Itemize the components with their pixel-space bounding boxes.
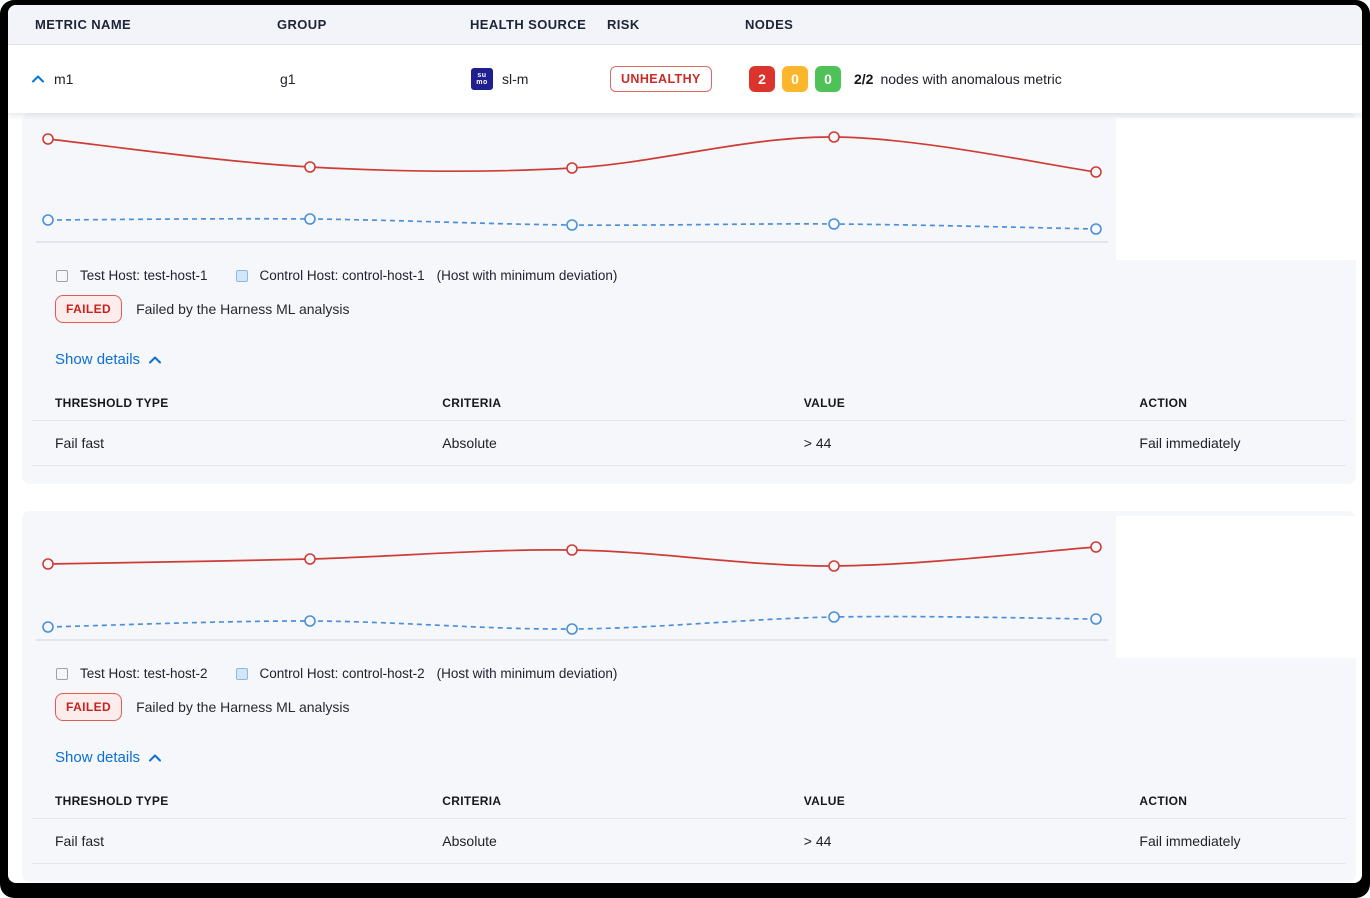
cell-criteria: Absolute bbox=[442, 435, 497, 451]
error-nodes-badge: 2 bbox=[749, 66, 775, 92]
show-details-toggle[interactable]: Show details bbox=[22, 323, 162, 368]
metric-group: g1 bbox=[280, 71, 296, 87]
collapse-chevron-icon[interactable] bbox=[31, 72, 45, 86]
verification-panel: METRIC NAME GROUP HEALTH SOURCE RISK NOD… bbox=[8, 5, 1362, 883]
col-value: VALUE bbox=[803, 794, 846, 808]
col-value: VALUE bbox=[803, 396, 846, 410]
col-action: ACTION bbox=[1139, 794, 1188, 808]
metric-name: m1 bbox=[54, 71, 74, 87]
failed-status-message: Failed by the Harness ML analysis bbox=[136, 301, 350, 317]
control-host-legend-label: Control Host: control-host-2 bbox=[259, 666, 425, 681]
test-host-checkbox[interactable] bbox=[56, 667, 68, 680]
control-host-checkbox[interactable] bbox=[235, 667, 248, 680]
column-nodes: NODES bbox=[745, 17, 794, 32]
chart-legend: Test Host: test-host-1 Control Host: con… bbox=[22, 260, 1356, 283]
column-metric-name: METRIC NAME bbox=[35, 17, 132, 32]
host-comparison-chart-2[interactable] bbox=[28, 516, 1116, 658]
host-comparison-chart-1[interactable] bbox=[28, 118, 1116, 260]
col-criteria: CRITERIA bbox=[442, 794, 502, 808]
threshold-table-header: THRESHOLD TYPE CRITERIA VALUE ACTION bbox=[32, 388, 1346, 421]
metrics-table-header: METRIC NAME GROUP HEALTH SOURCE RISK NOD… bbox=[8, 5, 1362, 45]
col-threshold-type: THRESHOLD TYPE bbox=[55, 794, 169, 808]
failed-status-badge: FAILED bbox=[55, 295, 123, 323]
analysis-result-row: FAILED Failed by the Harness ML analysis bbox=[22, 681, 1356, 721]
show-details-toggle[interactable]: Show details bbox=[22, 721, 162, 766]
analysis-result-row: FAILED Failed by the Harness ML analysis bbox=[22, 283, 1356, 323]
test-host-legend-label: Test Host: test-host-2 bbox=[80, 666, 208, 681]
column-risk: RISK bbox=[607, 17, 640, 32]
column-group: GROUP bbox=[277, 17, 327, 32]
test-host-legend-label: Test Host: test-host-1 bbox=[80, 268, 208, 283]
healthy-nodes-badge: 0 bbox=[815, 66, 841, 92]
table-row: Fail fast Absolute > 44 Fail immediately bbox=[32, 819, 1346, 864]
col-criteria: CRITERIA bbox=[442, 396, 502, 410]
control-host-checkbox[interactable] bbox=[235, 269, 248, 282]
table-row: Fail fast Absolute > 44 Fail immediately bbox=[32, 421, 1346, 466]
chart-row bbox=[22, 516, 1356, 658]
nodes-ratio: 2/2 bbox=[854, 71, 874, 87]
threshold-details-table: THRESHOLD TYPE CRITERIA VALUE ACTION Fai… bbox=[32, 786, 1346, 864]
cell-value: > 44 bbox=[803, 435, 832, 451]
col-threshold-type: THRESHOLD TYPE bbox=[55, 396, 169, 410]
failed-status-badge: FAILED bbox=[55, 693, 123, 721]
minimum-deviation-note: (Host with minimum deviation) bbox=[436, 666, 618, 681]
host-analysis-card-2: Test Host: test-host-2 Control Host: con… bbox=[22, 511, 1356, 882]
chart-row bbox=[22, 118, 1356, 260]
cell-value: > 44 bbox=[803, 833, 832, 849]
cell-threshold-type: Fail fast bbox=[55, 833, 105, 849]
column-health-source: HEALTH SOURCE bbox=[470, 17, 587, 32]
metric-row[interactable]: m1 g1 su mo sl-m UNHEALTHY 2 0 0 2/2 nod… bbox=[8, 45, 1362, 113]
threshold-details-table: THRESHOLD TYPE CRITERIA VALUE ACTION Fai… bbox=[32, 388, 1346, 466]
chevron-up-icon bbox=[149, 754, 162, 761]
failed-status-message: Failed by the Harness ML analysis bbox=[136, 699, 350, 715]
col-action: ACTION bbox=[1139, 396, 1188, 410]
test-host-checkbox[interactable] bbox=[56, 269, 68, 282]
warning-nodes-badge: 0 bbox=[782, 66, 808, 92]
chart-side-panel bbox=[1116, 516, 1356, 658]
risk-badge: UNHEALTHY bbox=[610, 66, 712, 92]
health-source-name: sl-m bbox=[502, 71, 529, 87]
cell-criteria: Absolute bbox=[442, 833, 497, 849]
threshold-table-header: THRESHOLD TYPE CRITERIA VALUE ACTION bbox=[32, 786, 1346, 819]
control-host-legend-label: Control Host: control-host-1 bbox=[259, 268, 425, 283]
cell-threshold-type: Fail fast bbox=[55, 435, 105, 451]
minimum-deviation-note: (Host with minimum deviation) bbox=[436, 268, 618, 283]
chevron-up-icon bbox=[149, 356, 162, 363]
chart-legend: Test Host: test-host-2 Control Host: con… bbox=[22, 658, 1356, 681]
cell-action: Fail immediately bbox=[1139, 435, 1241, 451]
sumologic-icon: su mo bbox=[471, 68, 493, 90]
cell-action: Fail immediately bbox=[1139, 833, 1241, 849]
chart-side-panel bbox=[1116, 118, 1356, 260]
host-analysis-card-1: Test Host: test-host-1 Control Host: con… bbox=[22, 113, 1356, 484]
nodes-label: nodes with anomalous metric bbox=[880, 71, 1062, 87]
